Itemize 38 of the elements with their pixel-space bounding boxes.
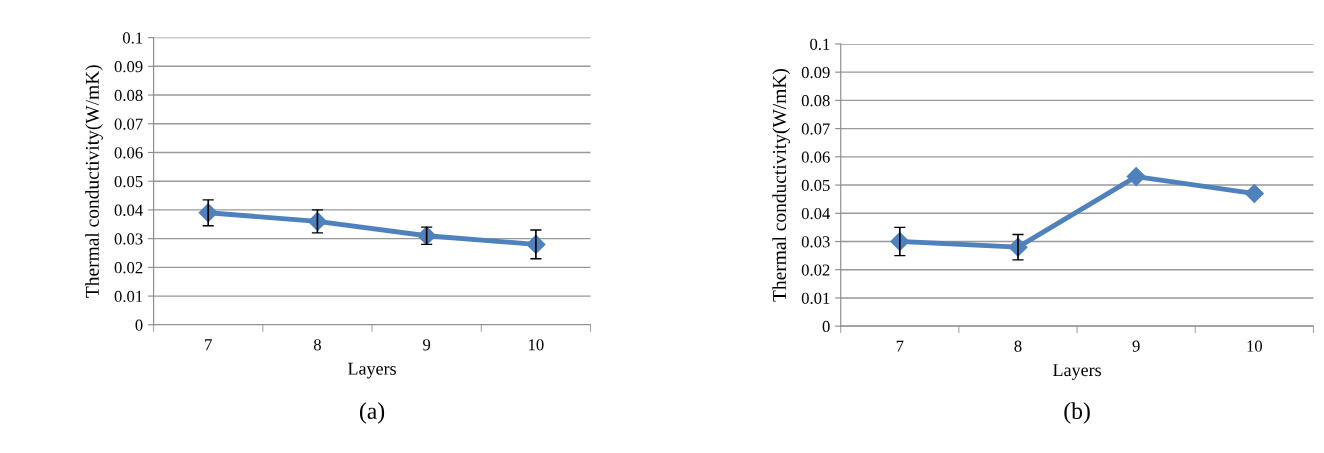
text: (a) bbox=[359, 402, 385, 424]
y-tick-label: 0.06 bbox=[114, 147, 143, 159]
y-axis-title: Thermal conductivity(W/mK) bbox=[85, 65, 103, 298]
y-axis-title: Thermal conductivity(W/mK) bbox=[772, 69, 791, 302]
x-tick-label: 7 bbox=[896, 340, 904, 352]
y-tick-label: 0.04 bbox=[801, 207, 831, 220]
x-axis-title: Layers bbox=[348, 362, 396, 379]
y-tick-label: 0 bbox=[822, 320, 830, 333]
x-tick-label: 9 bbox=[423, 339, 431, 351]
y-tick-label: 0.06 bbox=[801, 151, 830, 163]
y-tick-label: 0.1 bbox=[122, 32, 143, 44]
y-tick-label: 0.08 bbox=[114, 89, 143, 102]
x-tick-label: 8 bbox=[313, 339, 321, 351]
y-tick-label: 0.08 bbox=[801, 95, 830, 107]
y-tick-label: 0.09 bbox=[114, 61, 143, 73]
text: (b) bbox=[1064, 402, 1090, 424]
x-tick-label: 10 bbox=[529, 339, 544, 351]
y-tick-label: 0.02 bbox=[801, 264, 830, 276]
y-tick-label: 0.07 bbox=[114, 118, 143, 130]
y-tick-label: 0.05 bbox=[114, 175, 143, 188]
y-tick-label: 0 bbox=[135, 319, 143, 331]
y-tick-label: 0.01 bbox=[801, 292, 830, 304]
y-tick-label: 0.04 bbox=[114, 204, 143, 216]
point bbox=[1126, 167, 1146, 187]
y-tick-label: 0.02 bbox=[114, 262, 143, 274]
x-axis-title: Layers bbox=[1053, 364, 1101, 380]
y-tick-label: 0.03 bbox=[801, 236, 830, 248]
x-tick-label: 7 bbox=[205, 339, 212, 351]
x-tick-label: 8 bbox=[1014, 340, 1022, 352]
x-tick-label: 10 bbox=[1247, 340, 1263, 352]
y-tick-label: 0.07 bbox=[801, 123, 830, 135]
x-tick-label: 9 bbox=[1132, 340, 1140, 352]
y-tick-label: 0.09 bbox=[801, 66, 830, 79]
y-tick-label: 0.03 bbox=[114, 233, 143, 245]
y-tick-label: 0.01 bbox=[114, 290, 143, 303]
point bbox=[1244, 183, 1264, 204]
y-tick-label: 0.1 bbox=[810, 38, 830, 50]
y-tick-label: 0.05 bbox=[801, 179, 830, 192]
